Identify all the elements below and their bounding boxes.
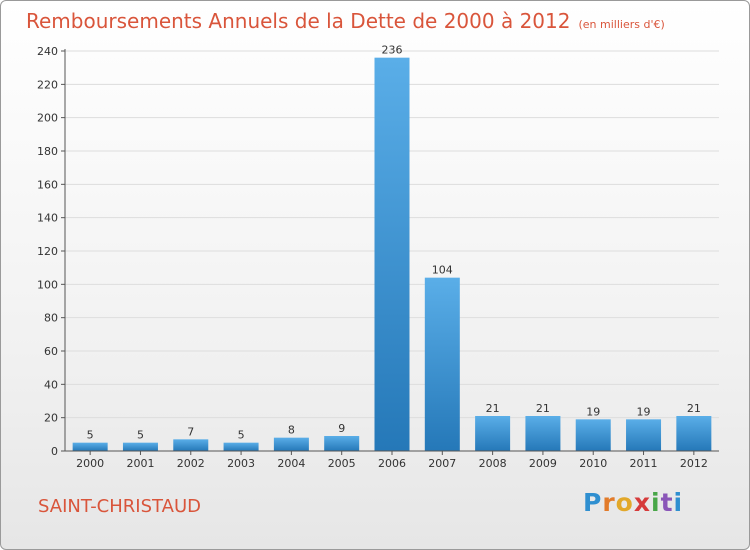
logo-letter: P (583, 488, 603, 517)
logo-letter: i (673, 488, 684, 517)
bar-2000 (72, 442, 108, 451)
bar-2012 (676, 416, 712, 451)
x-tick-label: 2006 (378, 457, 406, 470)
x-tick-label: 2011 (630, 457, 658, 470)
x-tick-label: 2010 (579, 457, 607, 470)
bar-2006 (374, 57, 410, 452)
data-label: 236 (382, 44, 403, 57)
y-tick-label: 20 (44, 412, 58, 425)
logo-letter: t (660, 488, 674, 517)
proxiti-logo: Proxiti (583, 488, 683, 517)
chart-title: Remboursements Annuels de la Dette de 20… (26, 9, 665, 33)
chart-subtitle: (en milliers d'€) (578, 18, 665, 31)
bars: 5 5 7 5 8 9 236 104 21 21 19 19 21 (72, 44, 712, 452)
data-label: 5 (87, 429, 94, 442)
y-tick-label: 140 (37, 212, 58, 225)
y-tick-label: 240 (37, 45, 58, 58)
y-axis-ticks: 0 20 40 60 80 100 120 140 160 180 200 220 240 (37, 45, 65, 458)
x-tick-label: 2004 (277, 457, 305, 470)
logo-letter: o (615, 488, 634, 517)
x-tick-label: 2003 (227, 457, 255, 470)
bar-2005 (324, 436, 360, 451)
y-tick-label: 200 (37, 112, 58, 125)
logo-letter: i (651, 488, 661, 517)
bar-2001 (122, 442, 158, 451)
data-label: 19 (637, 405, 651, 418)
bar-2002 (173, 439, 209, 451)
x-tick-label: 2000 (76, 457, 104, 470)
data-label: 21 (687, 402, 701, 415)
bar-2010 (575, 419, 611, 451)
y-tick-label: 220 (37, 78, 58, 91)
data-label: 21 (486, 402, 500, 415)
data-label: 7 (187, 425, 194, 438)
bar-2007 (424, 277, 460, 451)
data-label: 5 (137, 429, 144, 442)
x-tick-label: 2007 (428, 457, 456, 470)
chart-title-text: Remboursements Annuels de la Dette de 20… (26, 9, 571, 33)
data-label: 104 (432, 264, 453, 277)
logo-letter: r (602, 488, 616, 517)
y-tick-label: 160 (37, 178, 58, 191)
data-label: 21 (536, 402, 550, 415)
x-tick-label: 2009 (529, 457, 557, 470)
bar-2008 (475, 416, 511, 451)
y-tick-label: 100 (37, 278, 58, 291)
x-tick-label: 2002 (177, 457, 205, 470)
data-label: 5 (238, 429, 245, 442)
bar-2004 (273, 437, 309, 451)
y-tick-label: 180 (37, 145, 58, 158)
data-label: 8 (288, 424, 295, 437)
data-label: 19 (586, 405, 600, 418)
y-tick-label: 40 (44, 378, 58, 391)
x-tick-label: 2008 (479, 457, 507, 470)
commune-name: SAINT-CHRISTAUD (38, 496, 201, 517)
y-tick-label: 60 (44, 345, 58, 358)
bar-2011 (626, 419, 662, 451)
bar-2003 (223, 442, 259, 451)
x-axis-ticks: 2000 2001 2002 2003 2004 2005 2006 2007 2008 2009… (76, 451, 708, 470)
data-label: 9 (338, 422, 345, 435)
bar-2009 (525, 416, 561, 451)
x-tick-label: 2001 (126, 457, 154, 470)
x-tick-label: 2012 (680, 457, 708, 470)
x-tick-label: 2005 (328, 457, 356, 470)
y-tick-label: 0 (51, 445, 58, 458)
y-tick-label: 120 (37, 245, 58, 258)
y-tick-label: 80 (44, 312, 58, 325)
logo-letter: x (633, 488, 651, 517)
